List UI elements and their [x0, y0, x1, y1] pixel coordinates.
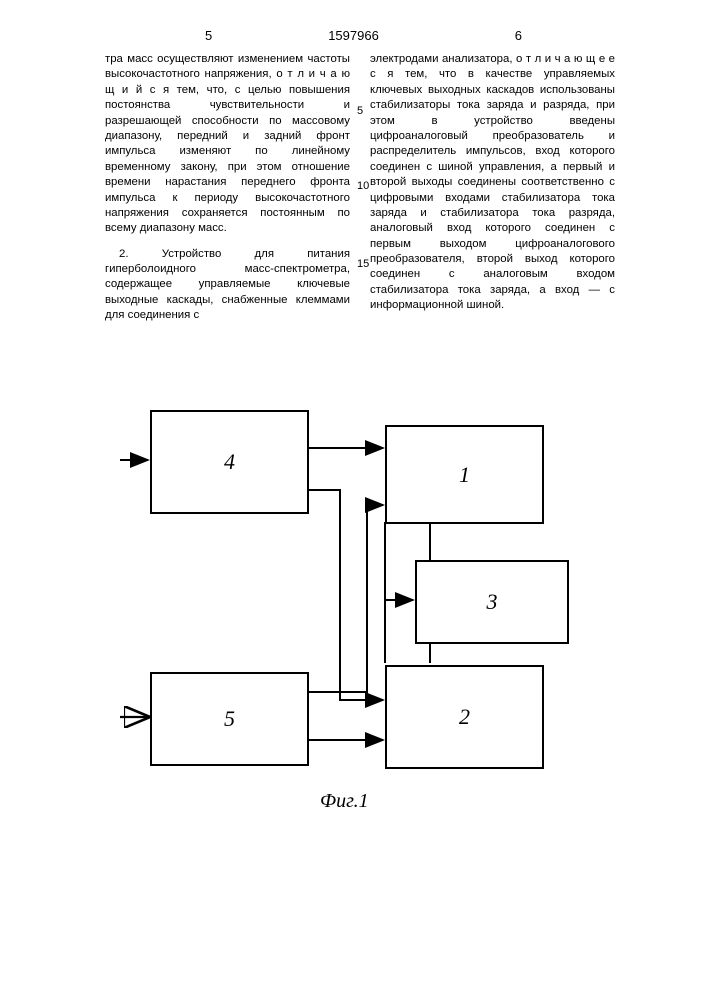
paragraph: электродами анализатора, о т л и ч а ю щ… [370, 52, 615, 314]
document-number: 1597966 [328, 28, 379, 43]
text-column-left: тра масс осуществляют изменением частоты… [105, 52, 350, 327]
line-number-5: 5 [357, 105, 363, 117]
page-number-left: 5 [205, 28, 212, 43]
line-number-15: 15 [357, 258, 369, 270]
diagram-connections-overlay [120, 410, 570, 830]
paragraph: 2. Устройство для питания гиперболоидног… [105, 247, 350, 324]
page: 5 1597966 6 5 10 15 тра масс осуществляю… [0, 0, 707, 1000]
page-number-right: 6 [515, 28, 522, 43]
text-column-right: электродами анализатора, о т л и ч а ю щ… [370, 52, 615, 317]
block-diagram: 4 1 3 5 2 Фиг.1 [120, 410, 570, 830]
line-number-10: 10 [357, 180, 369, 192]
paragraph: тра масс осуществляют изменением частоты… [105, 52, 350, 237]
